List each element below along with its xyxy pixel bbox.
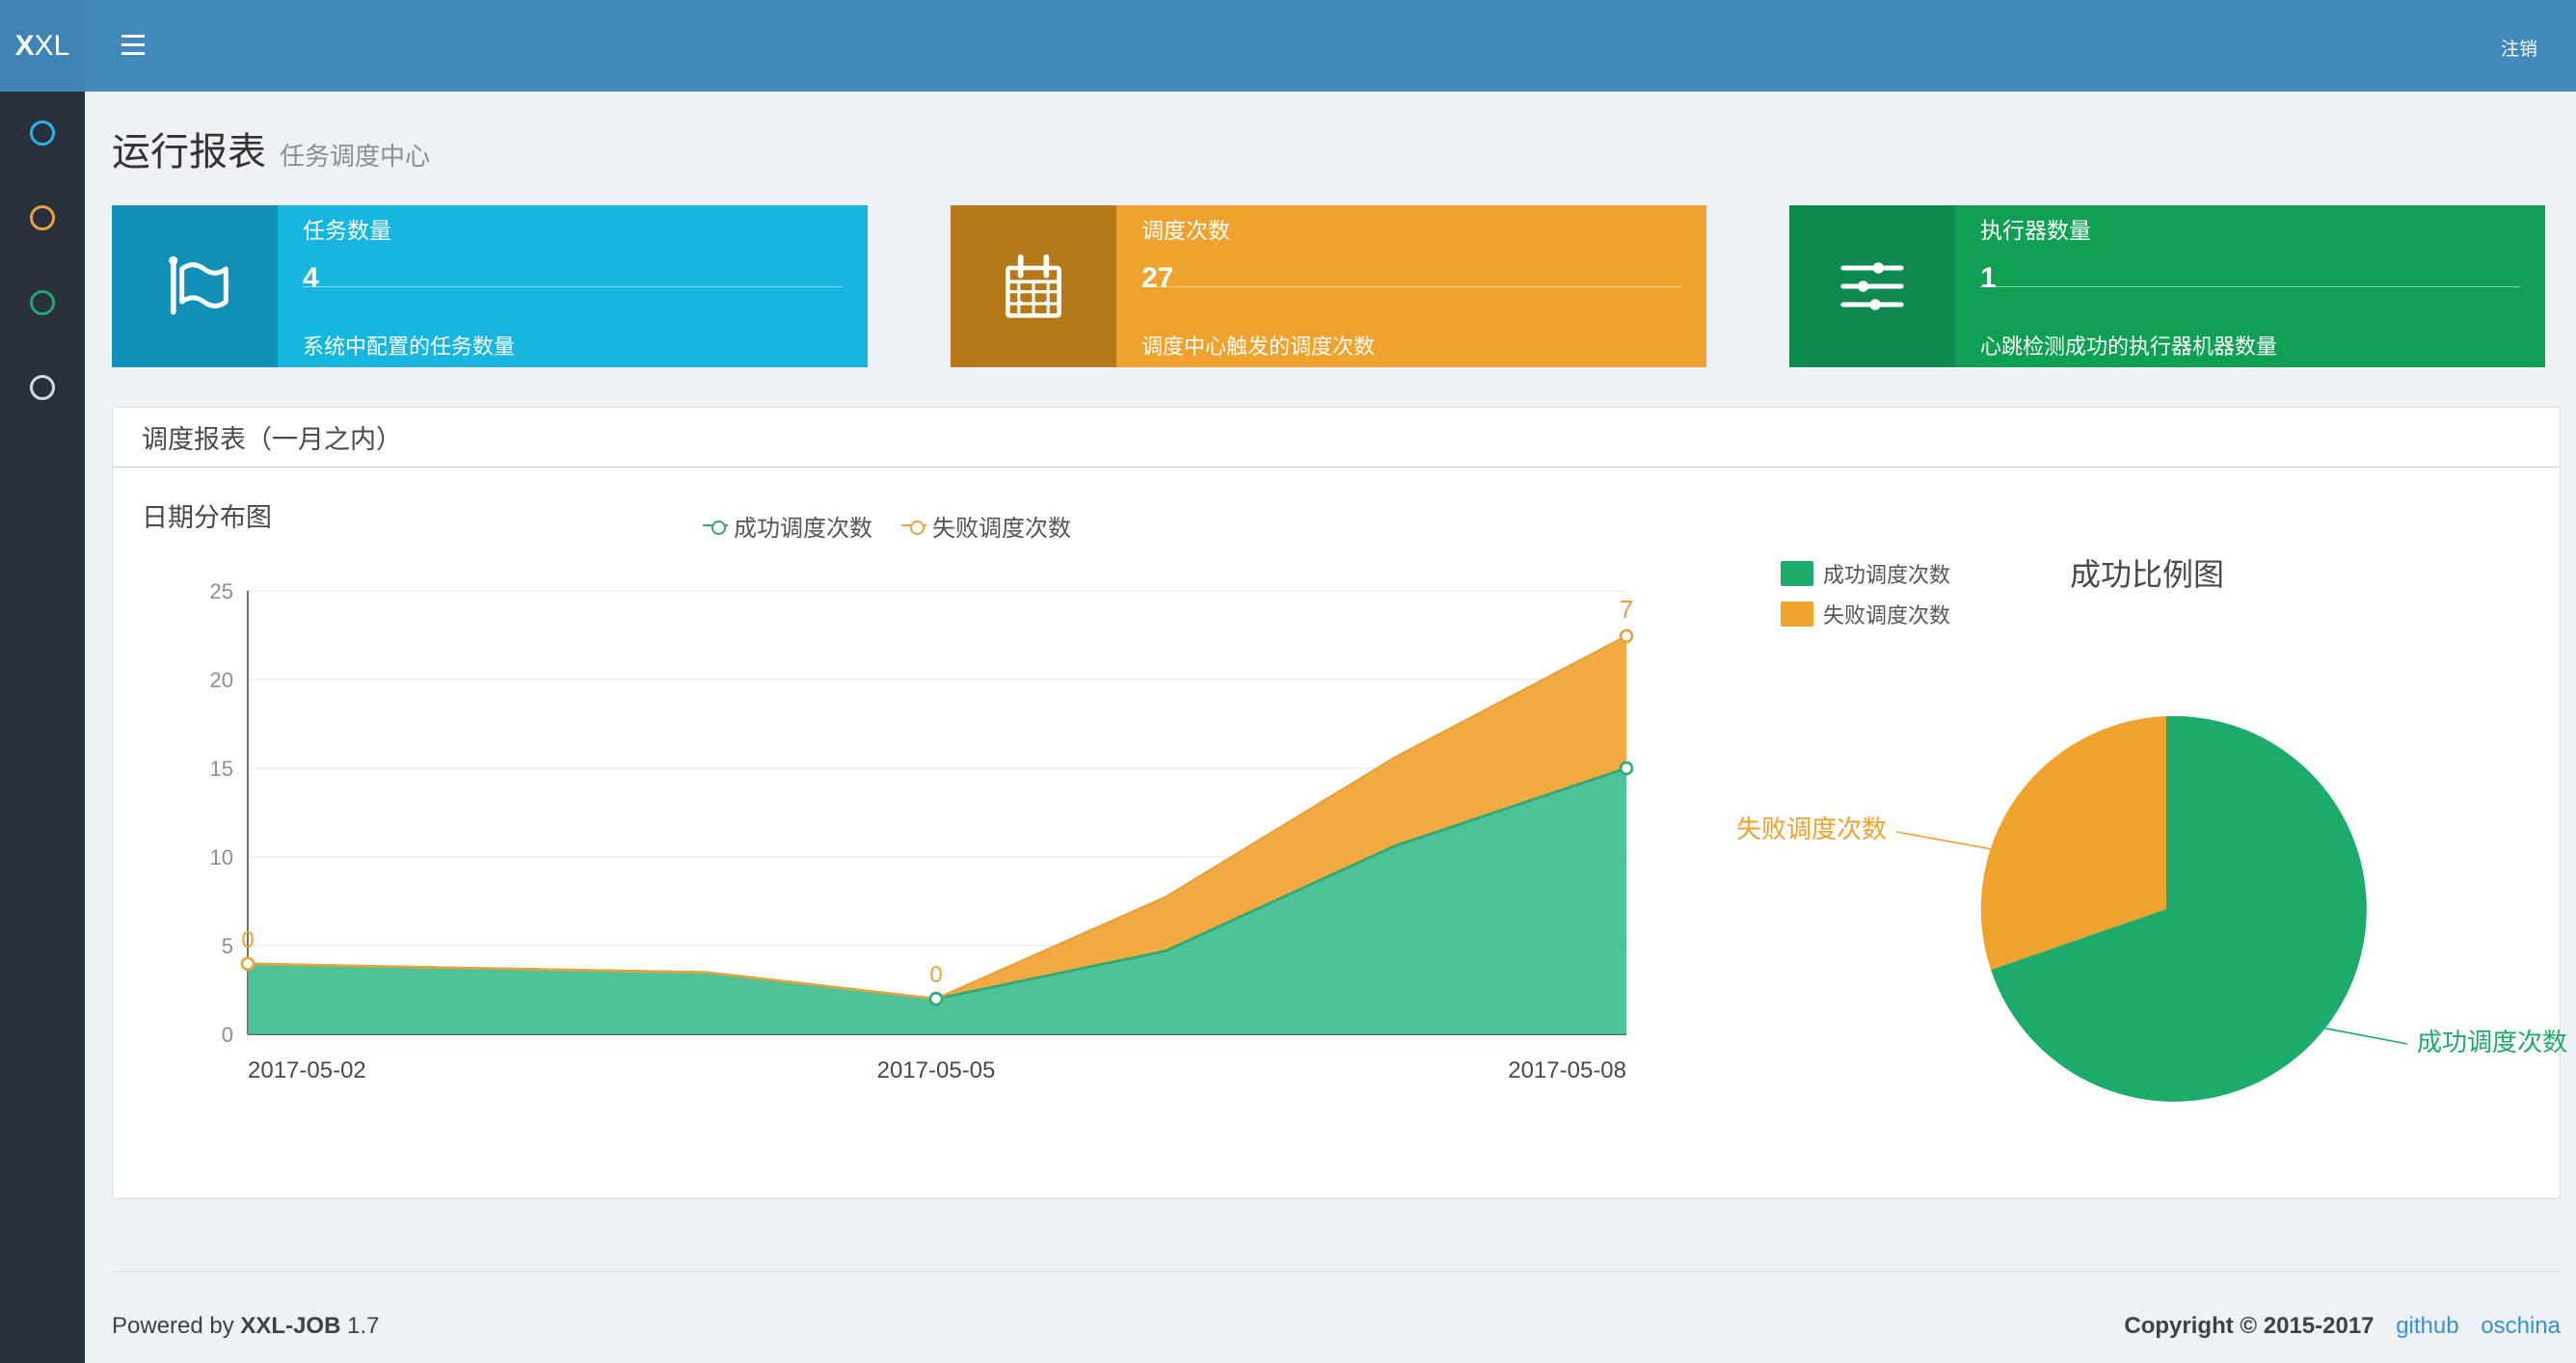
svg-text:5: 5	[222, 934, 233, 958]
svg-text:0: 0	[241, 927, 254, 953]
svg-text:7: 7	[1620, 595, 1633, 624]
svg-text:25: 25	[210, 579, 233, 603]
svg-text:2017-05-02: 2017-05-02	[248, 1057, 366, 1083]
svg-text:10: 10	[210, 845, 233, 869]
svg-text:失败调度次数: 失败调度次数	[1736, 815, 1887, 843]
svg-text:成功调度次数: 成功调度次数	[2417, 1028, 2567, 1056]
svg-text:2017-05-08: 2017-05-08	[1508, 1057, 1626, 1083]
svg-text:0: 0	[222, 1023, 233, 1047]
svg-text:0: 0	[929, 962, 942, 988]
svg-text:15: 15	[210, 757, 233, 781]
svg-text:2017-05-05: 2017-05-05	[877, 1057, 996, 1083]
svg-text:20: 20	[210, 668, 233, 692]
